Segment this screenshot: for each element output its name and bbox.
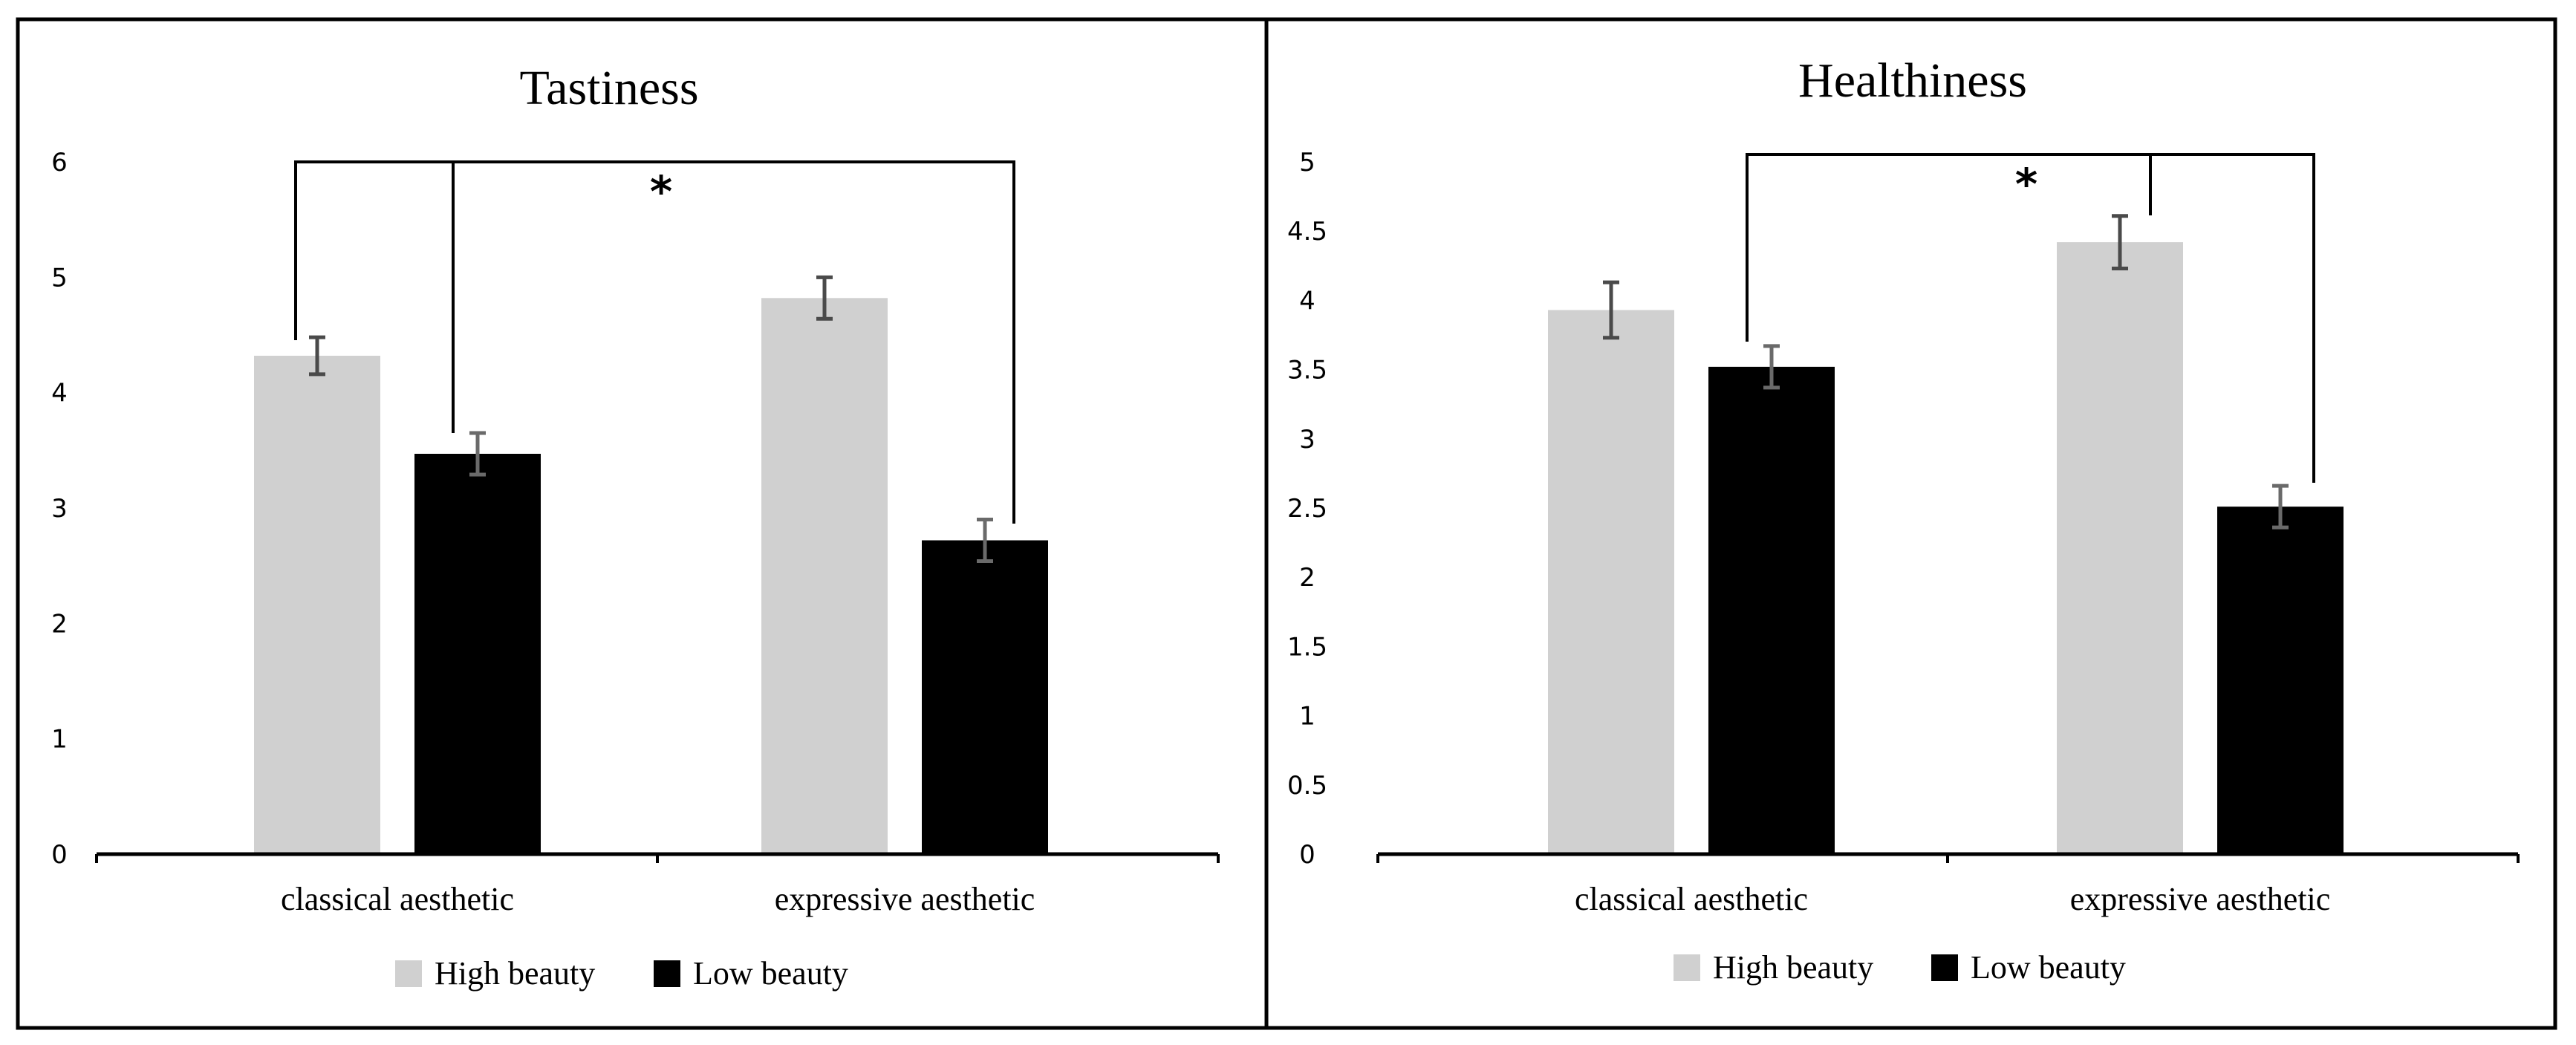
bar-high-beauty — [1548, 310, 1674, 854]
legend-swatch-high-beauty — [1674, 954, 1700, 981]
y-tick-label: 2 — [1299, 563, 1315, 593]
legend-label-high-beauty: High beauty — [435, 955, 595, 992]
y-tick-label: 6 — [51, 148, 68, 178]
chart-title: Healthiness — [1798, 53, 2027, 108]
y-tick-label: 3.5 — [1287, 356, 1327, 385]
legend-swatch-low-beauty — [1931, 954, 1958, 981]
y-tick-label: 3 — [51, 494, 68, 524]
y-tick-label: 4.5 — [1287, 217, 1327, 247]
legend-swatch-low-beauty — [654, 960, 680, 987]
panel-healthiness: Healthiness 0 0.5 1 1.5 2 2.5 3 3.5 4 4.5 5 classi… — [1287, 53, 2520, 986]
bar-low-beauty — [414, 453, 541, 854]
legend-label-low-beauty: Low beauty — [1971, 949, 2126, 986]
y-tick-label: 4 — [51, 379, 68, 408]
significance-bracket — [294, 160, 1015, 524]
legend: High beauty Low beauty — [1674, 949, 2126, 986]
category-label-classical: classical aesthetic — [1575, 881, 1808, 917]
y-tick-label: 0.5 — [1287, 771, 1327, 801]
y-tick-label: 5 — [1299, 148, 1315, 178]
y-tick-label: 1 — [1299, 702, 1315, 732]
y-tick-label: 1.5 — [1287, 632, 1327, 662]
bracket-line — [294, 160, 1015, 524]
y-tick-label: 5 — [51, 263, 68, 293]
category-label-classical: classical aesthetic — [281, 881, 514, 917]
y-tick-label: 0 — [51, 840, 68, 870]
legend-swatch-high-beauty — [395, 960, 422, 987]
outer-border — [16, 17, 2557, 1030]
chart-title: Tastiness — [519, 61, 698, 115]
category-label-expressive: expressive aesthetic — [2070, 881, 2331, 917]
y-tick-label: 4 — [1299, 286, 1315, 316]
significance-star: * — [2015, 159, 2037, 209]
y-tick-label: 1 — [51, 725, 68, 755]
legend: High beauty Low beauty — [395, 955, 848, 992]
legend-label-low-beauty: Low beauty — [693, 955, 848, 992]
significance-bracket — [1746, 153, 2315, 483]
y-tick-label: 0 — [1299, 840, 1315, 870]
bar-low-beauty — [2217, 507, 2344, 854]
bar-high-beauty — [2057, 242, 2183, 854]
bracket-line — [1746, 153, 2315, 483]
bar-high-beauty — [761, 298, 888, 854]
bar-low-beauty — [922, 540, 1048, 854]
y-tick-label: 2.5 — [1287, 494, 1327, 524]
y-tick-label: 2 — [51, 609, 68, 639]
panel-tastiness: Tastiness 0 1 2 3 4 5 6 classical aesthetic ex… — [51, 61, 1220, 992]
significance-star: * — [650, 166, 672, 217]
bar-high-beauty — [254, 355, 380, 855]
category-label-expressive: expressive aesthetic — [775, 881, 1035, 917]
legend-label-high-beauty: High beauty — [1713, 949, 1873, 986]
bar-low-beauty — [1708, 366, 1835, 854]
y-tick-label: 3 — [1299, 425, 1315, 455]
